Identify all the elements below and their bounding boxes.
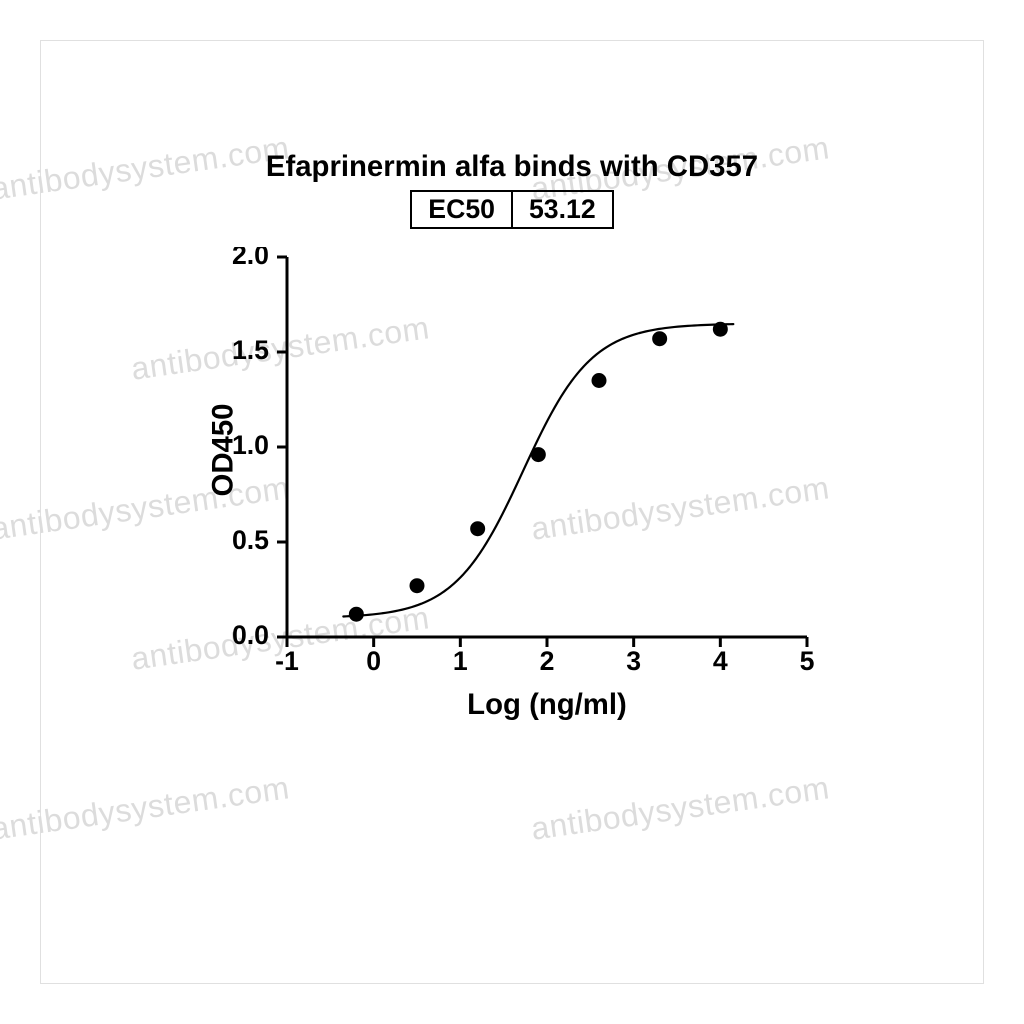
data-point (349, 607, 363, 621)
chart-title: Efaprinermin alfa binds with CD357 (120, 150, 904, 184)
data-point (592, 374, 606, 388)
x-tick-label: 2 (540, 646, 555, 676)
y-tick-label: 1.5 (232, 335, 269, 365)
data-point (471, 522, 485, 536)
plot-svg: 0.00.51.01.52.0-1012345 (197, 247, 827, 707)
fit-curve (343, 324, 733, 616)
x-tick-label: 4 (713, 646, 728, 676)
data-point (653, 332, 667, 346)
x-tick-label: 5 (800, 646, 815, 676)
x-tick-label: -1 (275, 646, 299, 676)
ec50-box: EC50 53.12 (120, 190, 904, 229)
ec50-label: EC50 (412, 192, 513, 227)
plot-wrap: OD450 0.00.51.01.52.0-1012345 Log (ng/ml… (197, 247, 827, 707)
x-tick-label: 0 (366, 646, 381, 676)
data-point (410, 579, 424, 593)
y-tick-label: 2.0 (232, 247, 269, 270)
data-point (531, 448, 545, 462)
chart-area: Efaprinermin alfa binds with CD357 EC50 … (120, 150, 904, 874)
data-point (713, 322, 727, 336)
ec50-box-inner: EC50 53.12 (410, 190, 613, 229)
y-tick-label: 0.5 (232, 525, 269, 555)
y-axis-label: OD450 (206, 404, 240, 497)
y-tick-label: 0.0 (232, 620, 269, 650)
x-axis-label: Log (ng/ml) (287, 688, 807, 722)
x-tick-label: 3 (626, 646, 641, 676)
x-tick-label: 1 (453, 646, 468, 676)
ec50-value: 53.12 (513, 192, 612, 227)
